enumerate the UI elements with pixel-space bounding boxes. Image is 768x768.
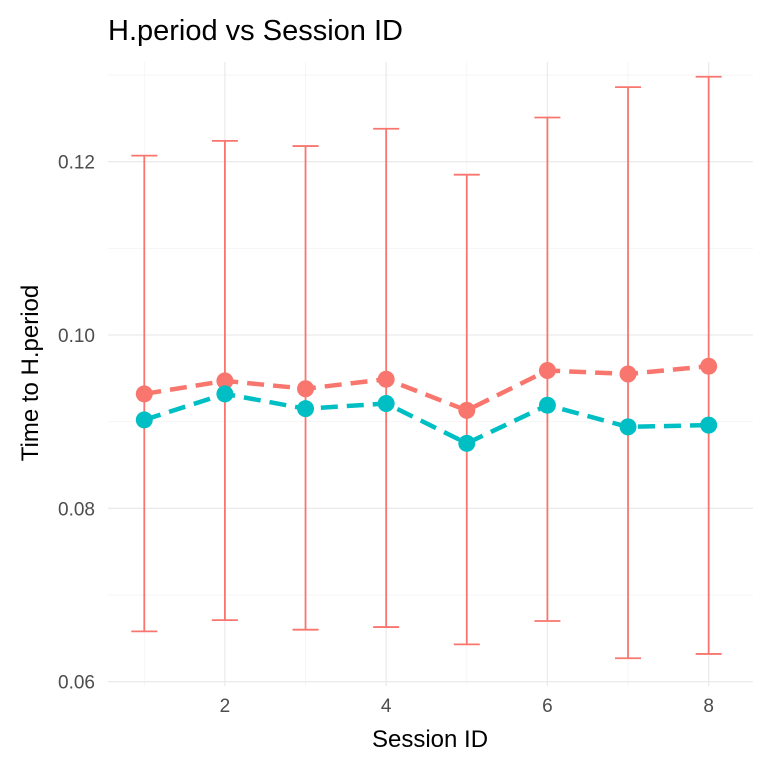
series-1-point	[619, 365, 637, 383]
chart-title: H.period vs Session ID	[108, 15, 403, 47]
x-tick-label: 4	[381, 696, 392, 717]
series-1-point	[700, 357, 718, 375]
series-1-point	[297, 380, 315, 398]
x-tick-label: 8	[703, 696, 714, 717]
series-2-point	[619, 418, 637, 436]
series-2-line	[143, 391, 709, 446]
x-tick-label: 6	[542, 696, 553, 717]
x-axis-title: Session ID	[372, 726, 488, 753]
y-tick-label: 0.06	[58, 673, 95, 694]
plot-marks	[131, 75, 722, 660]
series-1-point	[135, 385, 153, 403]
series-1-point	[538, 362, 556, 380]
y-axis-title: Time to H.period	[17, 285, 44, 462]
series-1-point	[216, 372, 234, 390]
series-1-point	[458, 401, 476, 419]
series-2-point	[135, 411, 153, 429]
y-tick-label: 0.08	[58, 499, 95, 520]
series-2-point	[377, 394, 395, 412]
tick-labels: 2 4 6 8 0.06 0.08 0.10 0.12	[58, 153, 714, 717]
series-2-point	[216, 385, 234, 403]
series-2-point	[297, 400, 315, 418]
series-2-point	[538, 396, 556, 414]
series-1-point	[377, 370, 395, 388]
series-2-point	[458, 434, 476, 452]
series-1-line	[143, 363, 709, 413]
grid	[108, 62, 753, 686]
x-tick-label: 2	[220, 696, 231, 717]
series-2-point	[700, 416, 718, 434]
y-tick-label: 0.12	[58, 153, 95, 174]
y-tick-label: 0.10	[58, 326, 95, 347]
